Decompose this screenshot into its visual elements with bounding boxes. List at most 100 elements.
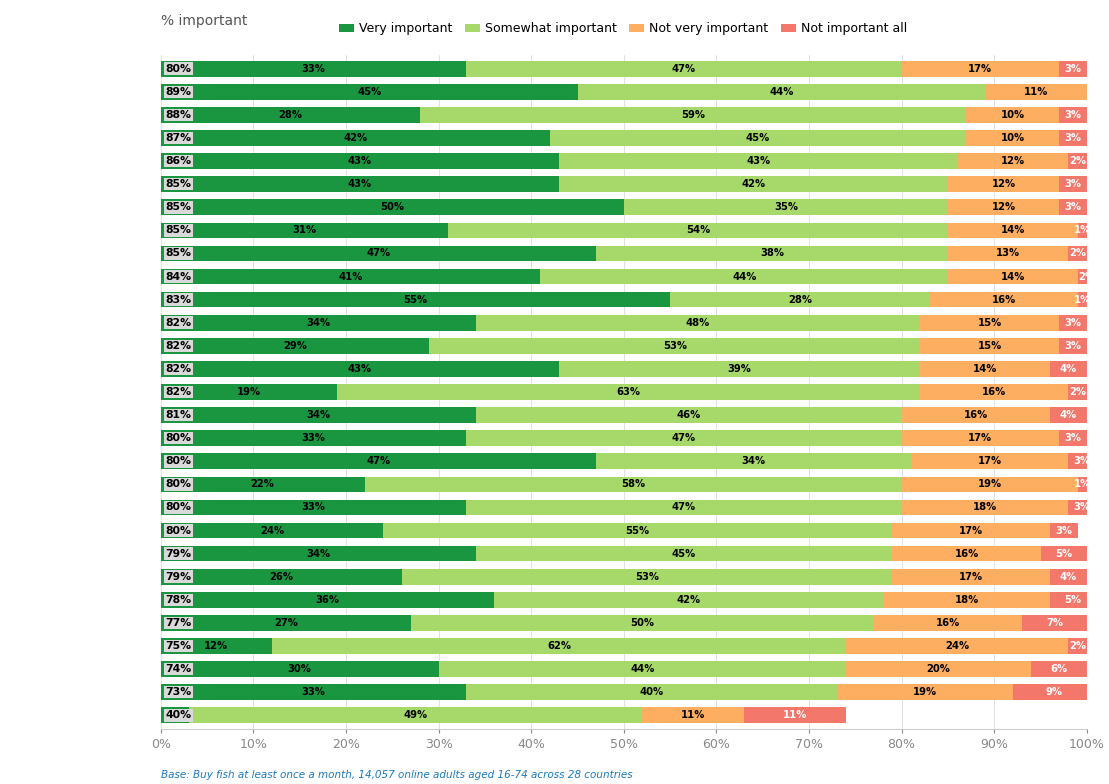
Bar [161,569,401,585]
Text: 22%: 22% [251,479,275,489]
Text: 85%: 85% [165,202,192,212]
Bar [161,84,578,100]
Bar [161,592,495,608]
Bar [540,269,948,285]
Text: 1%: 1% [1074,479,1091,489]
Bar [1059,61,1087,77]
Bar [948,176,1059,192]
Bar [476,315,920,331]
Bar [920,315,1059,331]
Text: 38%: 38% [760,249,784,259]
Text: 42%: 42% [676,595,701,604]
Text: 19%: 19% [913,687,937,697]
Text: 43%: 43% [746,156,770,166]
Bar [161,315,476,331]
Text: 34%: 34% [306,549,330,559]
Text: 53%: 53% [635,572,659,582]
Text: 55%: 55% [625,525,650,535]
Text: 4%: 4% [1060,410,1077,420]
Text: 33%: 33% [302,687,326,697]
Text: 54%: 54% [685,225,710,235]
Bar [161,245,596,261]
Text: 2%: 2% [1069,641,1086,651]
Text: 50%: 50% [380,202,405,212]
Bar [429,338,920,354]
Text: 14%: 14% [1000,225,1025,235]
Bar [438,661,846,677]
Bar [837,684,1013,700]
Text: 82%: 82% [165,387,192,397]
Text: 18%: 18% [955,595,978,604]
Bar [1059,338,1087,354]
Bar [1078,292,1087,307]
Bar [365,477,902,492]
Bar [948,269,1078,285]
Text: 10%: 10% [1000,110,1025,120]
Bar [1050,592,1096,608]
Bar [1078,223,1087,238]
Bar [161,523,383,539]
Bar [1078,269,1096,285]
Bar [476,407,902,423]
Text: Base: Buy fish at least once a month, 14,057 online adults aged 16-74 across 28 : Base: Buy fish at least once a month, 14… [161,770,632,780]
Bar [495,592,883,608]
Text: 80%: 80% [165,456,192,466]
Bar [957,153,1068,169]
Text: 80%: 80% [165,64,192,74]
Bar [596,453,910,469]
Text: % important: % important [161,14,247,28]
Text: 7%: 7% [1046,618,1062,628]
Bar [902,477,1078,492]
Text: 12%: 12% [204,641,228,651]
Bar [161,684,467,700]
Text: 82%: 82% [165,318,192,328]
Text: 49%: 49% [404,710,428,720]
Text: 28%: 28% [787,295,812,305]
Bar [1050,361,1087,377]
Bar [596,245,948,261]
Bar [161,338,429,354]
Bar [1050,407,1087,423]
Bar [161,61,467,77]
Text: 24%: 24% [945,641,969,651]
Bar [874,615,1022,631]
Bar [467,499,902,515]
Text: 40%: 40% [165,710,192,720]
Bar [1059,315,1087,331]
Text: 58%: 58% [621,479,645,489]
Bar [1059,176,1087,192]
Bar [1068,638,1087,654]
Bar [559,361,920,377]
Bar [161,707,189,723]
Text: 16%: 16% [964,410,988,420]
Text: 53%: 53% [663,341,686,350]
Text: 43%: 43% [348,364,372,374]
Bar [948,245,1068,261]
Text: 29%: 29% [283,341,307,350]
Text: 47%: 47% [672,503,696,513]
Text: 3%: 3% [1065,64,1081,74]
Text: 74%: 74% [165,664,192,674]
Bar [920,384,1068,400]
Bar [559,153,957,169]
Bar [744,707,846,723]
Bar [902,407,1050,423]
Bar [383,523,893,539]
Text: 47%: 47% [366,456,390,466]
Text: 19%: 19% [977,479,1001,489]
Bar [985,84,1087,100]
Text: 78%: 78% [165,595,192,604]
Bar [1059,130,1087,146]
Text: 42%: 42% [742,180,765,189]
Text: 48%: 48% [685,318,710,328]
Bar [161,407,476,423]
Text: 40%: 40% [640,687,663,697]
Bar [161,638,272,654]
Text: 59%: 59% [681,110,705,120]
Bar [161,269,540,285]
Bar [1022,615,1087,631]
Text: 16%: 16% [936,618,960,628]
Bar [893,569,1050,585]
Bar [846,661,1031,677]
Text: 6%: 6% [1050,664,1068,674]
